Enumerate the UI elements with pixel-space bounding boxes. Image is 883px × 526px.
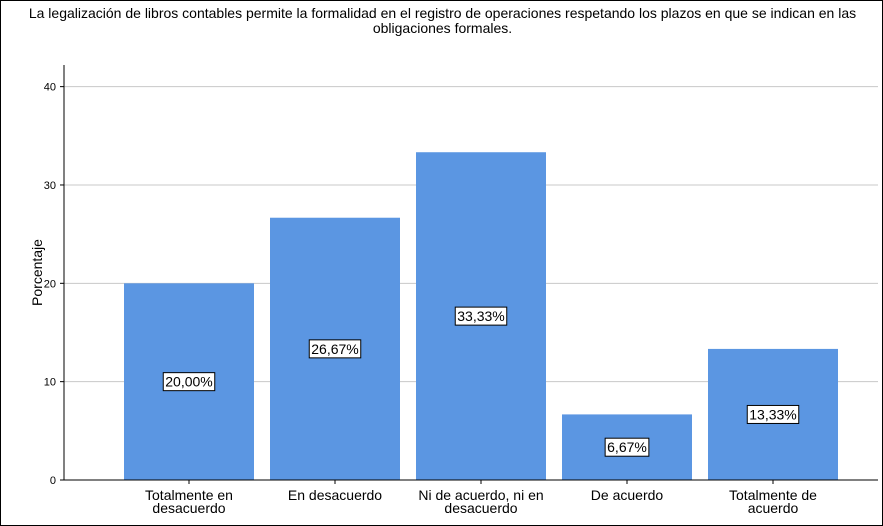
y-tick-label: 10 [44, 377, 56, 389]
value-label: 6,67% [607, 439, 647, 455]
value-label: 13,33% [749, 406, 796, 422]
value-label-box [604, 437, 650, 457]
value-label: 26,67% [311, 341, 358, 357]
value-label-box [308, 339, 362, 359]
value-label-box [162, 372, 216, 392]
value-label: 33,33% [457, 308, 504, 324]
x-tick-label: Totalmente de acuerdo [729, 487, 817, 516]
x-tick-label: De acuerdo [590, 487, 664, 503]
x-tick-label: Totalmente en desacuerdo [145, 487, 233, 516]
x-tick-label: En desacuerdo [287, 487, 383, 503]
y-tick-label: 40 [44, 82, 56, 94]
value-label: 20,00% [165, 374, 212, 390]
x-tick-label: Ni de acuerdo, ni en desacuerdo [418, 487, 544, 516]
y-tick-label: 0 [50, 475, 56, 487]
y-tick-label: 30 [44, 180, 56, 192]
y-axis-label: Porcentaje [29, 239, 45, 306]
y-tick-label: 20 [44, 278, 56, 290]
chart-title: La legalización de libros contables perm… [28, 5, 857, 36]
value-label-box [454, 306, 508, 326]
value-label-box [746, 404, 800, 424]
